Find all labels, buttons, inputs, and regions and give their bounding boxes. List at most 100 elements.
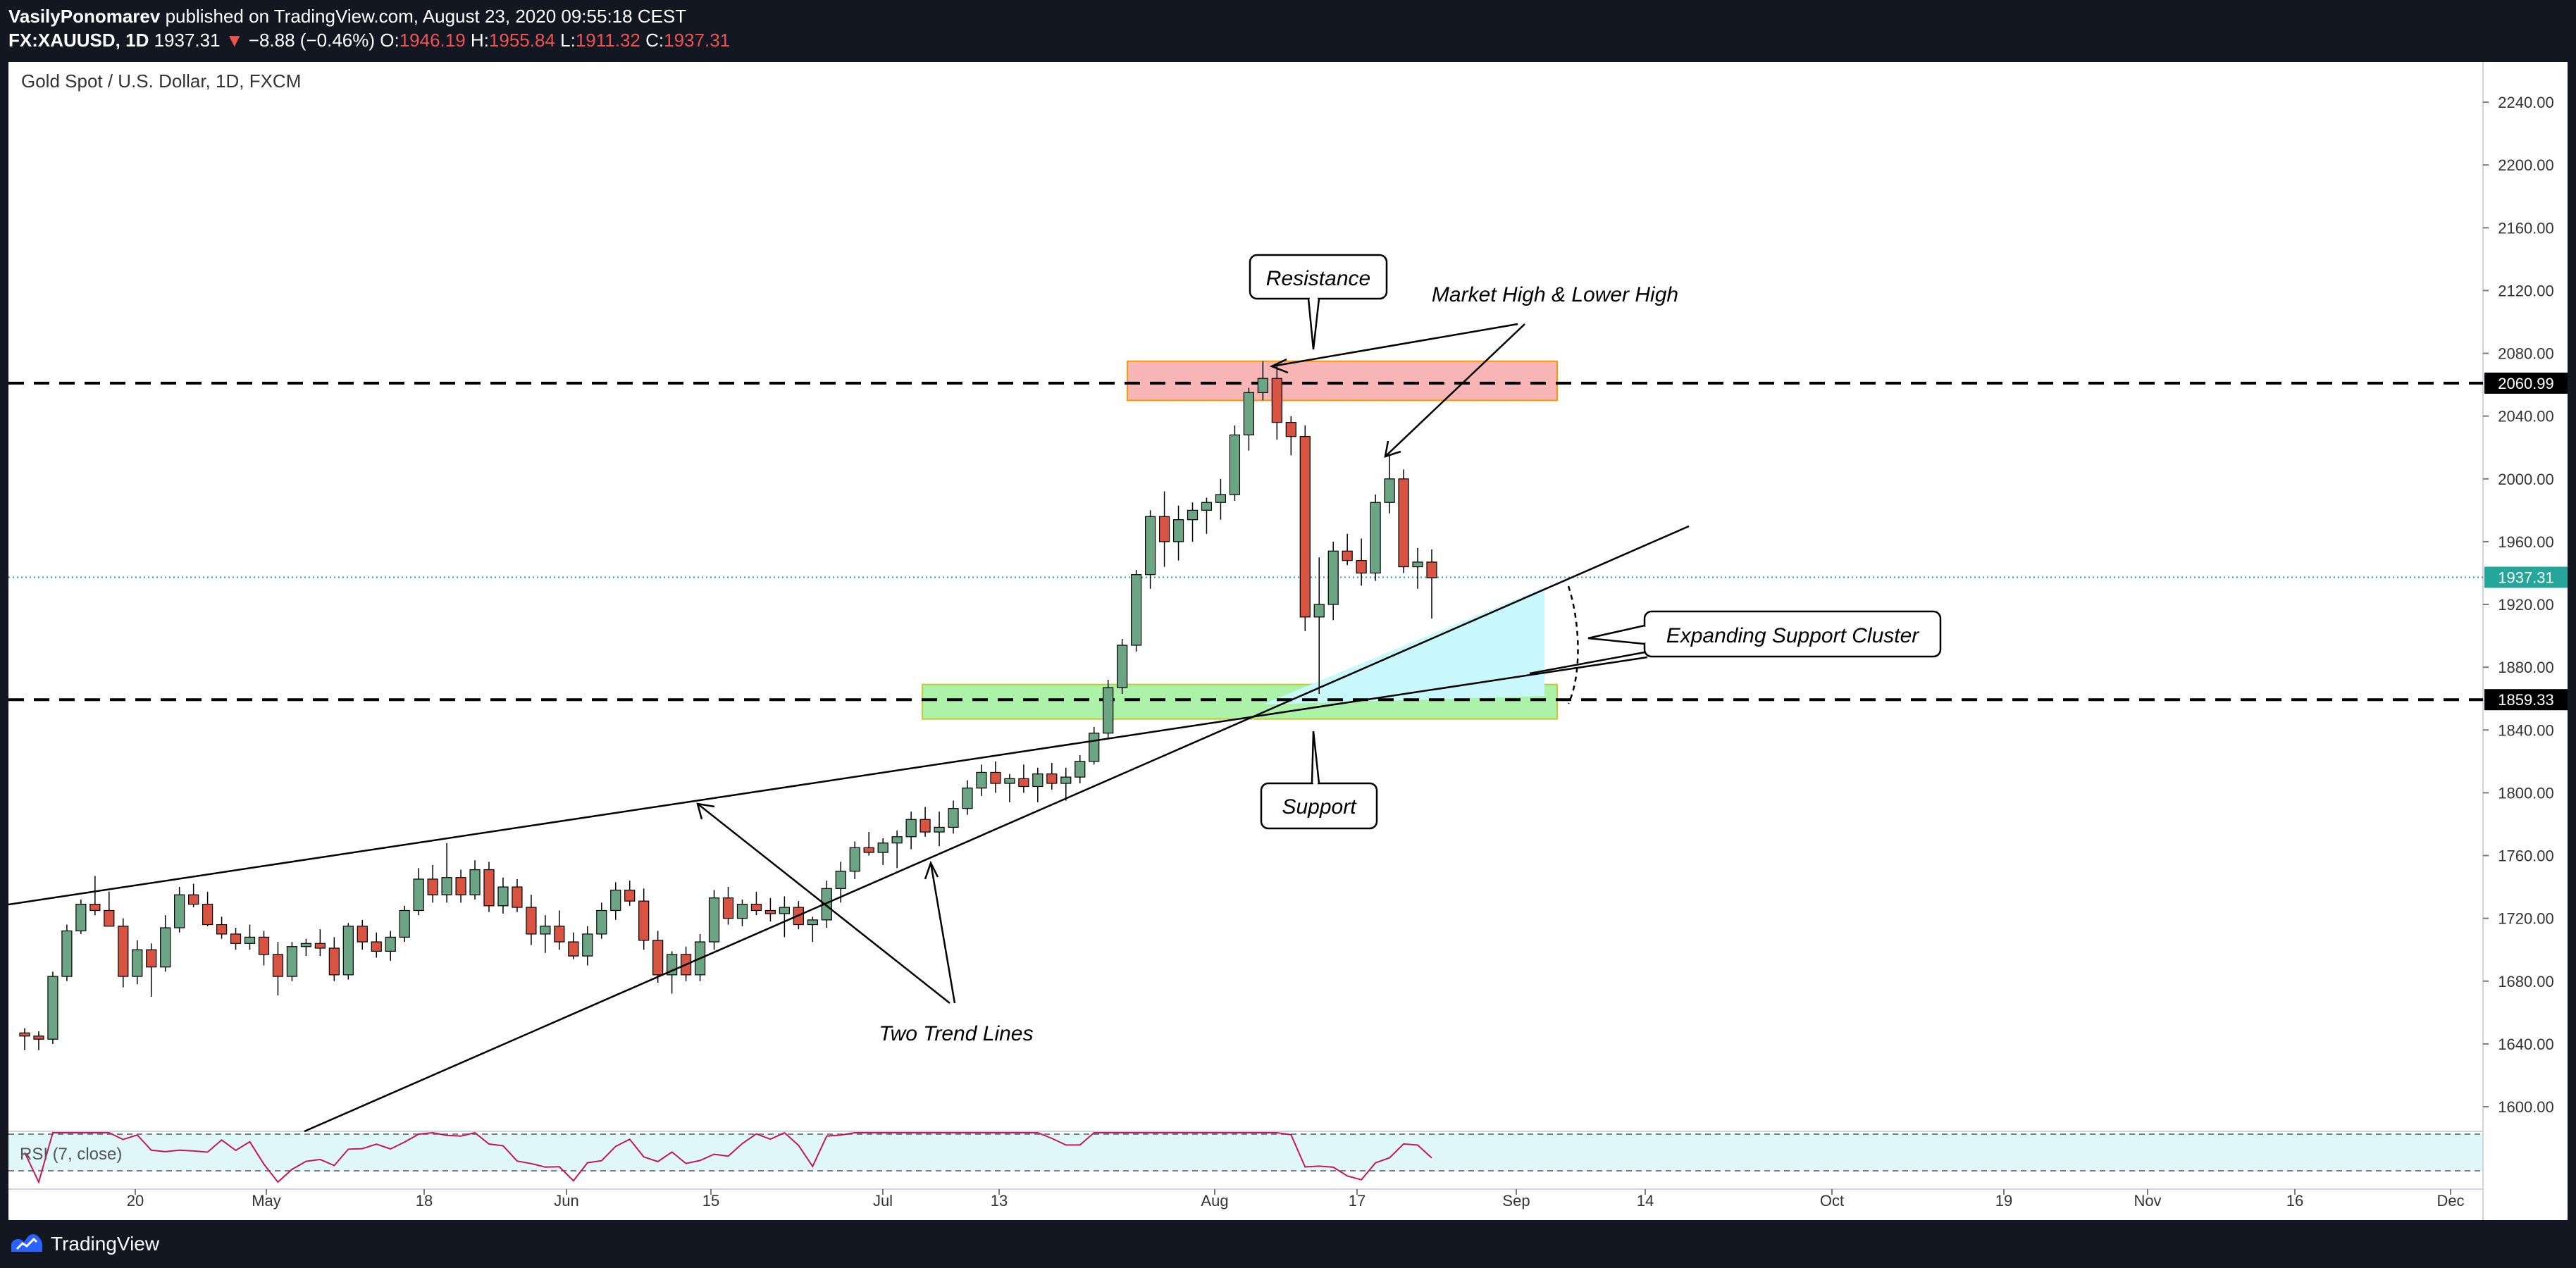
price-tick-label: 1920.00 xyxy=(2498,596,2554,614)
callout-support[interactable]: Support xyxy=(1260,731,1378,830)
candle-body xyxy=(652,940,664,976)
candle xyxy=(272,942,284,995)
candle-body xyxy=(1412,561,1423,568)
arrow-head xyxy=(1269,358,1289,374)
candle xyxy=(258,931,270,966)
candle-body xyxy=(300,943,311,947)
candle xyxy=(174,887,185,933)
candle-body xyxy=(342,926,354,976)
candle-body xyxy=(413,878,424,912)
candle-body xyxy=(357,926,368,943)
candle-body xyxy=(877,843,888,853)
candle-body xyxy=(568,941,579,957)
time-tick-label: 13 xyxy=(991,1192,1008,1210)
time-axis[interactable]: 20 May 18 Jun 15 Jul 13 Aug 17 Sep 14 Oct 19 Nov 16 Dec xyxy=(8,1188,2483,1210)
time-tick-label: Nov xyxy=(2134,1192,2161,1210)
trend-arrow-1 xyxy=(697,803,950,1004)
candle xyxy=(526,895,537,945)
price-tick-label: 2200.00 xyxy=(2498,156,2554,174)
lower-trend-line[interactable] xyxy=(304,525,1690,1133)
candle xyxy=(1144,510,1156,589)
candle xyxy=(1313,557,1325,695)
author-name[interactable]: VasilyPonomarev xyxy=(8,6,161,27)
time-tick-label: 14 xyxy=(1637,1192,1654,1210)
candle xyxy=(160,915,171,972)
rsi-pane: RSI (7, close) xyxy=(8,1131,2483,1184)
candle xyxy=(1004,773,1015,802)
lower-level-tag-text: 1859.33 xyxy=(2498,691,2554,709)
candle-body xyxy=(47,976,58,1040)
candle-body xyxy=(554,926,565,943)
candle xyxy=(934,812,945,847)
candle xyxy=(1285,416,1296,456)
high-value: 1955.84 xyxy=(488,30,555,51)
candle xyxy=(188,883,199,908)
candle-body xyxy=(497,886,509,907)
candle xyxy=(75,899,87,934)
candle-body xyxy=(540,926,551,935)
time-tick-label: 17 xyxy=(1349,1192,1366,1210)
candle xyxy=(202,891,213,926)
upper-trend-line[interactable] xyxy=(8,656,1648,906)
rsi-band xyxy=(8,1134,2483,1171)
price-tick-label: 2120.00 xyxy=(2498,282,2554,299)
price-tick-label: 2240.00 xyxy=(2498,94,2554,111)
candle-body xyxy=(976,771,987,789)
candle-body xyxy=(286,946,298,977)
candle-body xyxy=(371,941,382,952)
candle xyxy=(568,932,579,959)
price-tick-label: 2160.00 xyxy=(2498,219,2554,237)
open-label: O: xyxy=(380,30,400,51)
candle xyxy=(1158,491,1170,567)
chart-area[interactable]: RSI (7, close) 1600.00 1640.00 1680.00 1720… xyxy=(8,62,2568,1220)
expansion-arc xyxy=(1567,585,1579,704)
candle-body xyxy=(1201,502,1213,511)
candle xyxy=(807,916,818,943)
price-tick-label: 1840.00 xyxy=(2498,721,2554,739)
candle xyxy=(863,832,874,856)
candle-body xyxy=(863,847,874,853)
candle-body xyxy=(821,888,832,921)
candle-body xyxy=(934,826,945,833)
expanding-support-cluster-area[interactable] xyxy=(1263,588,1544,704)
chart-title: Gold Spot / U.S. Dollar, 1D, FXCM xyxy=(21,70,301,92)
candle-body xyxy=(1285,421,1296,437)
candle xyxy=(891,830,903,869)
candle xyxy=(1131,570,1142,652)
candle-body xyxy=(1327,550,1339,605)
candle-body xyxy=(202,903,213,926)
time-tick-label: 16 xyxy=(2286,1192,2303,1210)
candle-body xyxy=(1243,392,1254,436)
price-tick-label: 2000.00 xyxy=(2498,471,2554,488)
two-trend-lines-label: Two Trend Lines xyxy=(879,1022,1034,1045)
price-axis[interactable]: 1600.00 1640.00 1680.00 1720.00 1760.00 1800.… xyxy=(2482,62,2554,1220)
arrow-head xyxy=(1384,440,1401,458)
expanding-connector xyxy=(1529,651,1645,675)
trend-lines[interactable] xyxy=(8,323,1690,1133)
candle xyxy=(779,896,790,938)
close-label: C: xyxy=(645,30,664,51)
candle-body xyxy=(624,889,636,902)
candle xyxy=(399,905,410,943)
candle xyxy=(469,860,481,900)
chart-canvas[interactable]: RSI (7, close) 1600.001640.001680.001720… xyxy=(8,62,2568,1220)
tradingview-brand[interactable]: TradingView xyxy=(10,1230,159,1258)
candle-body xyxy=(427,878,438,895)
callout-expanding[interactable]: Expanding Support Cluster xyxy=(1529,610,1942,675)
candle xyxy=(1172,505,1184,561)
callout-resistance[interactable]: Resistance xyxy=(1249,237,1388,350)
rsi-line xyxy=(24,1131,1432,1184)
candle-body xyxy=(258,936,270,955)
candle xyxy=(948,800,959,834)
candle xyxy=(1384,455,1395,514)
candle xyxy=(1229,425,1241,501)
candle-body xyxy=(1131,574,1142,646)
time-tick-label: Sep xyxy=(1502,1192,1530,1210)
candle-body xyxy=(469,869,481,895)
candle xyxy=(722,887,734,925)
candle-body xyxy=(1398,478,1409,568)
candle xyxy=(286,942,298,981)
support-pointer xyxy=(1311,731,1320,784)
low-label: L: xyxy=(560,30,576,51)
resistance-zone[interactable] xyxy=(1127,360,1558,402)
